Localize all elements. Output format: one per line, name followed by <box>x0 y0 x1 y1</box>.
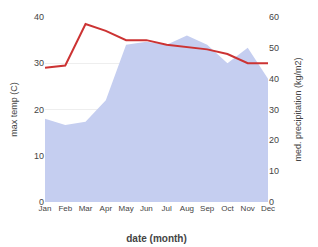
svg-text:Jun: Jun <box>140 204 153 213</box>
svg-text:60: 60 <box>269 12 279 22</box>
svg-text:Oct: Oct <box>221 204 234 213</box>
svg-text:max temp (C): max temp (C) <box>9 82 19 137</box>
svg-text:10: 10 <box>269 166 279 176</box>
svg-text:May: May <box>119 204 134 213</box>
svg-text:10: 10 <box>34 151 44 161</box>
svg-text:Nov: Nov <box>241 204 255 213</box>
svg-text:Dec: Dec <box>261 204 275 213</box>
svg-text:Apr: Apr <box>100 204 113 213</box>
svg-text:Aug: Aug <box>180 204 194 213</box>
svg-text:Feb: Feb <box>58 204 72 213</box>
svg-text:0: 0 <box>269 197 274 207</box>
svg-text:date (month): date (month) <box>126 233 187 244</box>
svg-text:40: 40 <box>269 74 279 84</box>
svg-text:0: 0 <box>39 197 44 207</box>
svg-text:20: 20 <box>34 105 44 115</box>
svg-text:Mar: Mar <box>79 204 93 213</box>
svg-text:50: 50 <box>269 43 279 53</box>
svg-text:40: 40 <box>34 12 44 22</box>
svg-text:Jul: Jul <box>162 204 172 213</box>
svg-text:30: 30 <box>269 105 279 115</box>
svg-text:Sep: Sep <box>200 204 215 213</box>
svg-text:30: 30 <box>34 58 44 68</box>
svg-text:Jan: Jan <box>39 204 52 213</box>
svg-text:med. precipitation (kg/m2): med. precipitation (kg/m2) <box>293 57 303 161</box>
svg-text:20: 20 <box>269 135 279 145</box>
